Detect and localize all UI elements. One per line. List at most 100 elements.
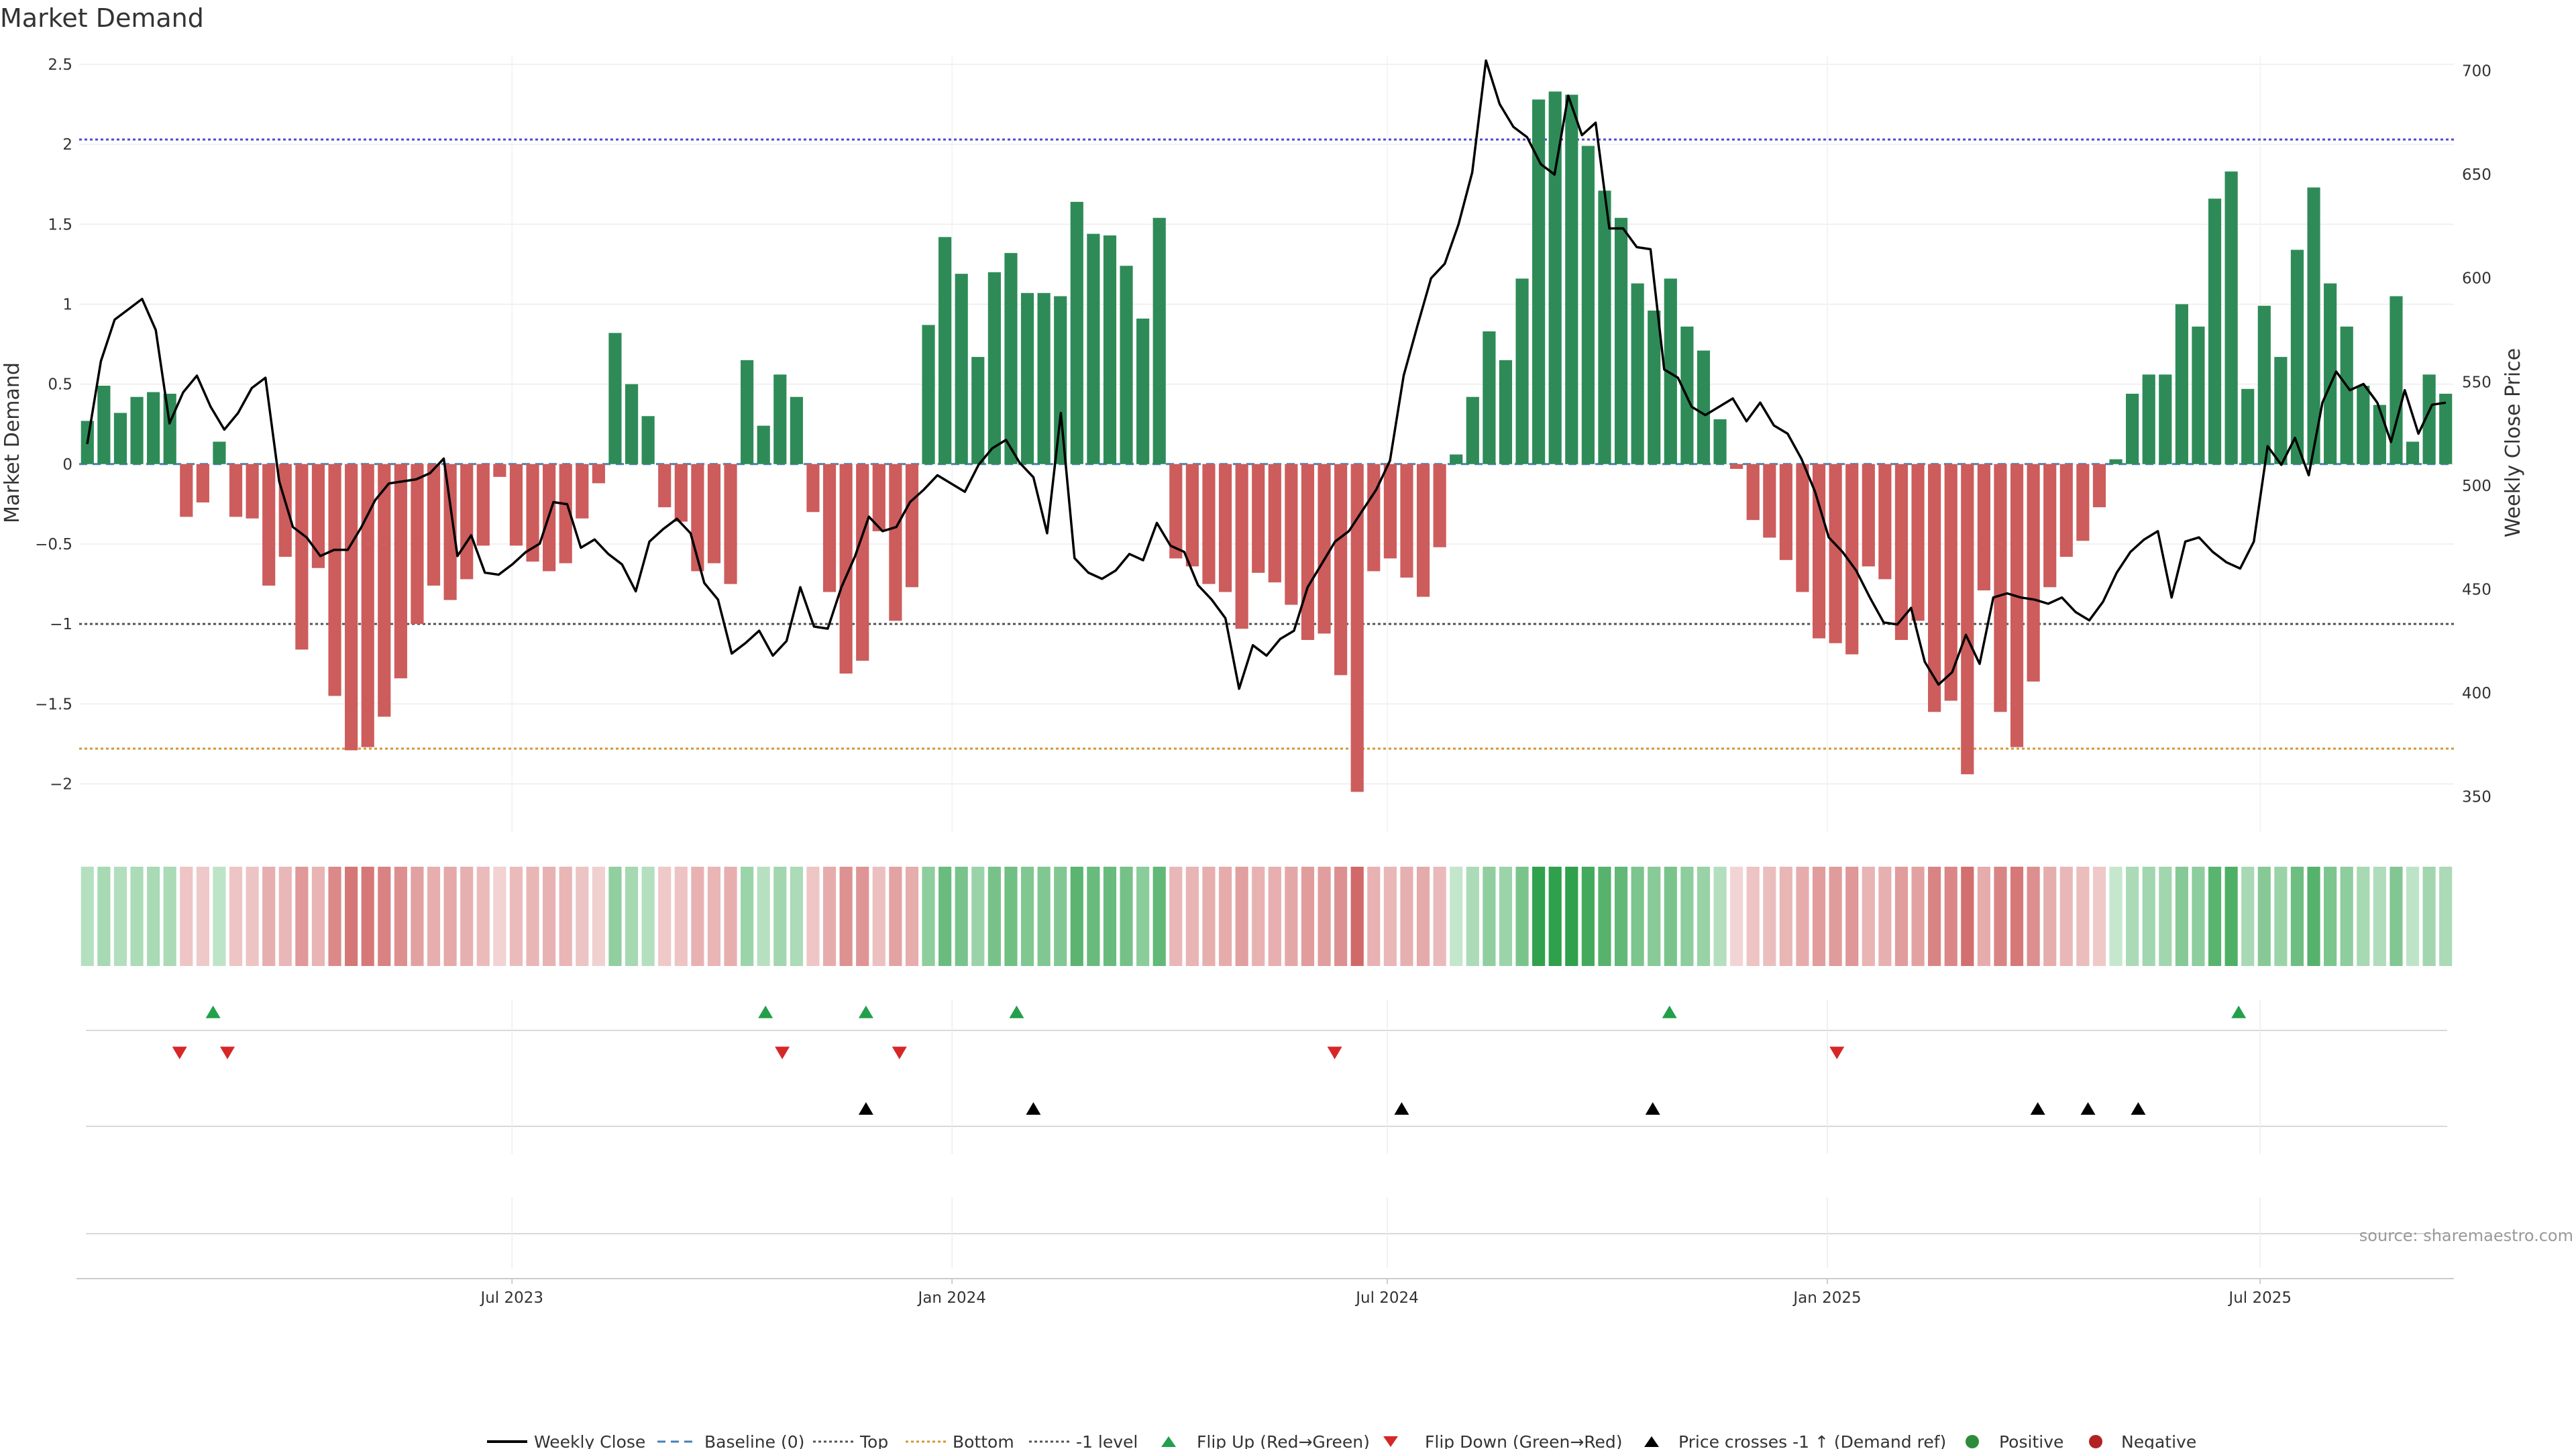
heat-cell bbox=[592, 867, 605, 966]
legend-flip-up: Flip Up (Red→Green) bbox=[1197, 1432, 1370, 1449]
heat-cell bbox=[576, 867, 589, 966]
heat-cell bbox=[757, 867, 770, 966]
legend-flip-down-icon bbox=[1383, 1436, 1398, 1447]
demand-bar bbox=[2290, 250, 2304, 464]
demand-bar bbox=[1235, 464, 1248, 629]
heat-cell bbox=[938, 867, 952, 966]
y-tick-label: 1.5 bbox=[48, 216, 72, 233]
demand-bar bbox=[724, 464, 737, 584]
heat-cell bbox=[1268, 867, 1281, 966]
heat-cell bbox=[1499, 867, 1513, 966]
demand-bar bbox=[427, 464, 441, 586]
heat-cell bbox=[493, 867, 506, 966]
demand-bar bbox=[97, 386, 111, 464]
flip-up-marker bbox=[2231, 1006, 2247, 1018]
heat-cell bbox=[1416, 867, 1430, 966]
heat-cell bbox=[1020, 867, 1034, 966]
flip-down-marker bbox=[775, 1046, 790, 1059]
demand-bar bbox=[1779, 464, 1792, 560]
heat-cell bbox=[345, 867, 358, 966]
y2-tick-label: 450 bbox=[2462, 581, 2491, 598]
legend-negative: Negative bbox=[2121, 1432, 2196, 1449]
heat-cell bbox=[1400, 867, 1413, 966]
heat-cell bbox=[608, 867, 622, 966]
demand-bar bbox=[1648, 310, 1661, 464]
heat-cell bbox=[1185, 867, 1199, 966]
demand-bar bbox=[2274, 357, 2288, 464]
demand-bar bbox=[196, 464, 209, 502]
y-tick-label: 0 bbox=[62, 456, 72, 474]
heat-cell bbox=[1054, 867, 1067, 966]
heat-cell bbox=[1318, 867, 1331, 966]
y-axis-title: Market Demand bbox=[1, 362, 24, 523]
heat-cell bbox=[1466, 867, 1479, 966]
legend-bottom: Bottom bbox=[953, 1432, 1014, 1449]
heat-cell bbox=[509, 867, 523, 966]
heat-cell bbox=[1746, 867, 1760, 966]
y-tick-label: 0.5 bbox=[48, 376, 72, 394]
left-y-axis: 2.5 2 1.5 1 0.5 0 −0.5 −1 −1.5 −2 bbox=[35, 56, 72, 794]
y2-tick-label: 550 bbox=[2462, 374, 2491, 391]
demand-bar bbox=[1911, 464, 1925, 621]
demand-bar bbox=[2208, 199, 2222, 464]
heat-cell bbox=[246, 867, 259, 966]
demand-bar bbox=[229, 464, 243, 517]
heat-cell bbox=[1301, 867, 1315, 966]
demand-bar bbox=[2142, 374, 2155, 464]
y-tick-label: −1.5 bbox=[35, 696, 72, 713]
heat-cell bbox=[1598, 867, 1611, 966]
heat-cell bbox=[1812, 867, 1826, 966]
demand-bar bbox=[1400, 464, 1413, 578]
heat-cell bbox=[1235, 867, 1248, 966]
demand-bar bbox=[608, 333, 622, 464]
demand-bar bbox=[1450, 454, 1463, 464]
heat-cell bbox=[1730, 867, 1743, 966]
legend-positive: Positive bbox=[1999, 1432, 2063, 1449]
heat-cell bbox=[2208, 867, 2222, 966]
heat-cell bbox=[2439, 867, 2453, 966]
heat-cell bbox=[856, 867, 869, 966]
y2-tick-label: 500 bbox=[2462, 478, 2491, 495]
demand-bar bbox=[971, 357, 985, 464]
demand-bar bbox=[872, 464, 885, 531]
heat-cell bbox=[2043, 867, 2057, 966]
heat-cell bbox=[625, 867, 639, 966]
demand-bar bbox=[1087, 233, 1100, 464]
heat-cell bbox=[2307, 867, 2320, 966]
demand-bar bbox=[1812, 464, 1826, 639]
demand-bar bbox=[1763, 464, 1776, 538]
heat-cell bbox=[1796, 867, 1809, 966]
heat-cell bbox=[196, 867, 209, 966]
heat-cell bbox=[1483, 867, 1496, 966]
heat-cell bbox=[674, 867, 688, 966]
flip-up-marker bbox=[858, 1006, 873, 1018]
demand-bar bbox=[1928, 464, 1941, 712]
y2-tick-label: 400 bbox=[2462, 685, 2491, 702]
flip-down-marker bbox=[172, 1046, 187, 1059]
heat-cell bbox=[1763, 867, 1776, 966]
demand-bar bbox=[443, 464, 457, 600]
demand-bar bbox=[1218, 464, 1232, 592]
heat-cell bbox=[1928, 867, 1941, 966]
heat-cell bbox=[2274, 867, 2288, 966]
demand-bar bbox=[1664, 278, 1677, 464]
heat-cell bbox=[1829, 867, 1842, 966]
heat-cell bbox=[361, 867, 374, 966]
demand-bar bbox=[1318, 464, 1331, 634]
demand-bar bbox=[163, 393, 176, 464]
legend: Weekly Close Baseline (0) Top Bottom -1 … bbox=[487, 1432, 2196, 1449]
heat-cell bbox=[641, 867, 655, 966]
heat-cell bbox=[1433, 867, 1446, 966]
demand-bar bbox=[1697, 350, 1711, 464]
heat-cell bbox=[213, 867, 226, 966]
demand-bar bbox=[1383, 464, 1397, 559]
heat-cell bbox=[2076, 867, 2090, 966]
heat-cell bbox=[1961, 867, 1974, 966]
heat-cell bbox=[1779, 867, 1792, 966]
demand-bar bbox=[1037, 292, 1051, 464]
demand-bar bbox=[1334, 464, 1348, 676]
heat-cell bbox=[922, 867, 935, 966]
demand-bar bbox=[246, 464, 259, 519]
price-cross-marker bbox=[2080, 1102, 2096, 1115]
demand-bar bbox=[641, 416, 655, 464]
